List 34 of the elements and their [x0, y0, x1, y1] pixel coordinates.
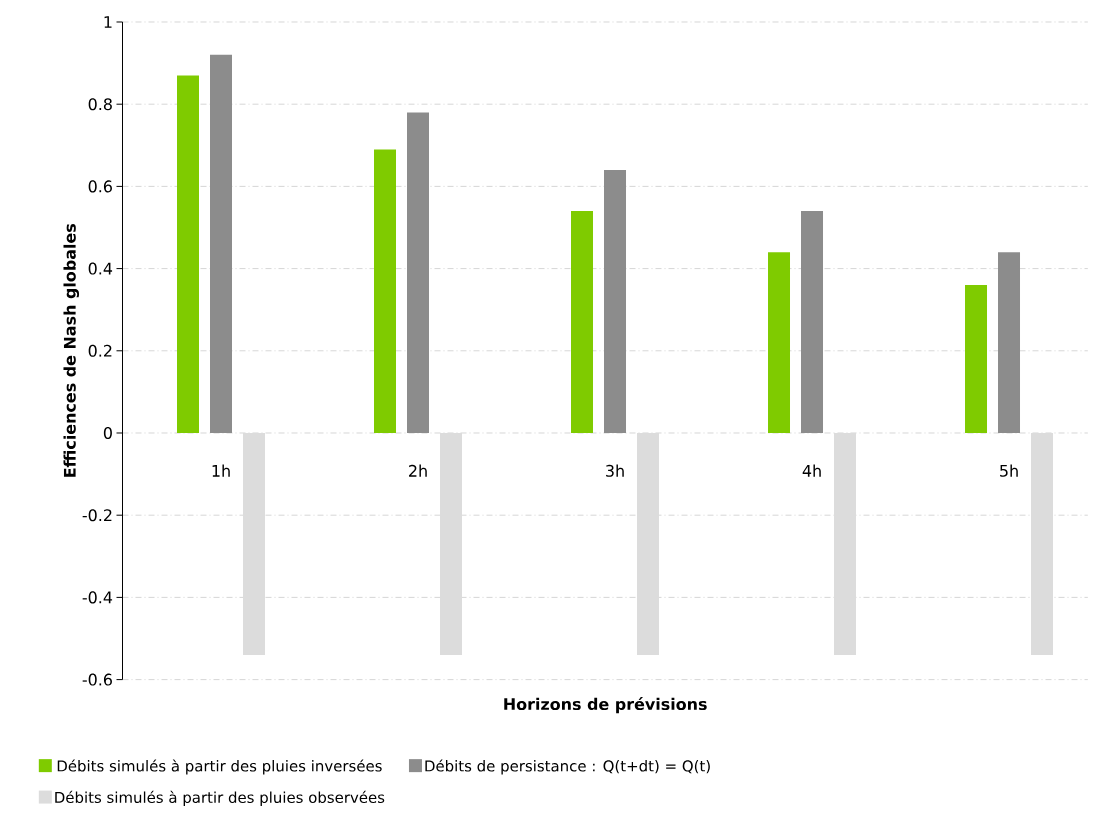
- y-tick-label: 0: [103, 426, 112, 440]
- y-tick-label: -0.4: [82, 591, 113, 604]
- y-tick-label: 0.6: [88, 180, 112, 193]
- bar: [834, 433, 857, 655]
- bar: [604, 169, 627, 433]
- y-axis-title: Efficiences de Nash globales: [63, 224, 80, 477]
- y-tick-label: 0.4: [88, 262, 113, 275]
- bar: [374, 149, 396, 433]
- bar: [1031, 433, 1054, 655]
- bar: [210, 54, 232, 433]
- y-tick-label: 0.2: [88, 344, 112, 357]
- bar: [243, 433, 265, 655]
- y-tick-label: -0.6: [82, 673, 112, 686]
- bar: [998, 252, 1021, 433]
- bar: [768, 252, 791, 433]
- x-tick-label: 5h: [1000, 464, 1018, 477]
- bar: [801, 211, 824, 433]
- x-tick-label: 3h: [606, 464, 624, 477]
- bar: [571, 211, 593, 433]
- x-tick-label: 2h: [409, 464, 427, 477]
- y-tick-label: 0.8: [88, 98, 112, 111]
- x-tick-label: 1h: [212, 464, 230, 477]
- legend-label: Débits de persistance : Q(t+dt) = Q(t): [425, 759, 710, 775]
- x-tick-label: 4h: [802, 464, 821, 477]
- bar: [440, 433, 462, 655]
- bar: [637, 433, 660, 655]
- legend-label: Débits simulés à partir des pluies observées: [55, 790, 385, 806]
- y-tick-label: -0.2: [82, 509, 112, 522]
- legend-label: Débits simulés à partir des pluies inversées: [57, 759, 382, 775]
- bar: [965, 285, 988, 433]
- x-axis-title: Horizons de prévisions: [504, 697, 707, 714]
- bar: [407, 112, 429, 433]
- bar: [177, 75, 199, 433]
- y-tick-label: 1: [104, 16, 112, 28]
